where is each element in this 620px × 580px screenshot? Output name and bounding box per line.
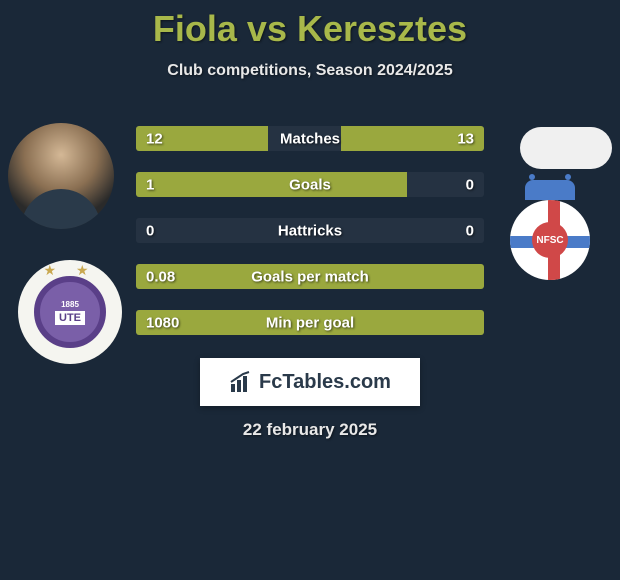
club-left-abbrev: UTE xyxy=(55,311,85,325)
club-right-badge: NFSC xyxy=(500,180,600,265)
stat-value-right: 0 xyxy=(466,222,474,239)
comparison-date: 22 february 2025 xyxy=(243,420,377,440)
club-right-abbrev: NFSC xyxy=(532,222,568,258)
club-right-shield-icon: NFSC xyxy=(510,200,590,280)
stat-row: 12 Matches 13 xyxy=(136,126,484,151)
club-left-stars-icon: ★ ★ xyxy=(44,262,97,279)
player-left-avatar xyxy=(8,123,114,229)
stat-label: Goals per match xyxy=(251,268,369,285)
page-subtitle: Club competitions, Season 2024/2025 xyxy=(0,62,620,80)
fctables-logo: FcTables.com xyxy=(200,358,420,406)
stat-row: 0 Hattricks 0 xyxy=(136,218,484,243)
logo-text: FcTables.com xyxy=(259,371,391,394)
stat-value-left: 0.08 xyxy=(146,268,175,285)
stat-bar-left xyxy=(136,172,407,197)
stat-value-left: 1080 xyxy=(146,314,179,331)
club-left-badge: ★ ★ 1885 UTE xyxy=(18,260,122,364)
stat-label: Min per goal xyxy=(266,314,354,331)
stat-value-right: 0 xyxy=(466,176,474,193)
stat-label: Matches xyxy=(280,130,340,147)
stats-bars: 12 Matches 13 1 Goals 0 0 Hattricks 0 0.08 Goals p… xyxy=(136,126,484,356)
stat-row: 1080 Min per goal xyxy=(136,310,484,335)
stat-row: 1 Goals 0 xyxy=(136,172,484,197)
player-right-avatar xyxy=(520,127,612,169)
stat-label: Goals xyxy=(289,176,331,193)
club-left-year: 1885 xyxy=(61,300,79,309)
stat-value-left: 0 xyxy=(146,222,154,239)
stat-value-right: 13 xyxy=(457,130,474,147)
chart-icon xyxy=(229,370,253,394)
club-right-crown-icon xyxy=(525,180,575,200)
stat-value-left: 1 xyxy=(146,176,154,193)
page-title: Fiola vs Keresztes xyxy=(0,0,620,50)
stat-row: 0.08 Goals per match xyxy=(136,264,484,289)
stat-label: Hattricks xyxy=(278,222,342,239)
stat-value-left: 12 xyxy=(146,130,163,147)
